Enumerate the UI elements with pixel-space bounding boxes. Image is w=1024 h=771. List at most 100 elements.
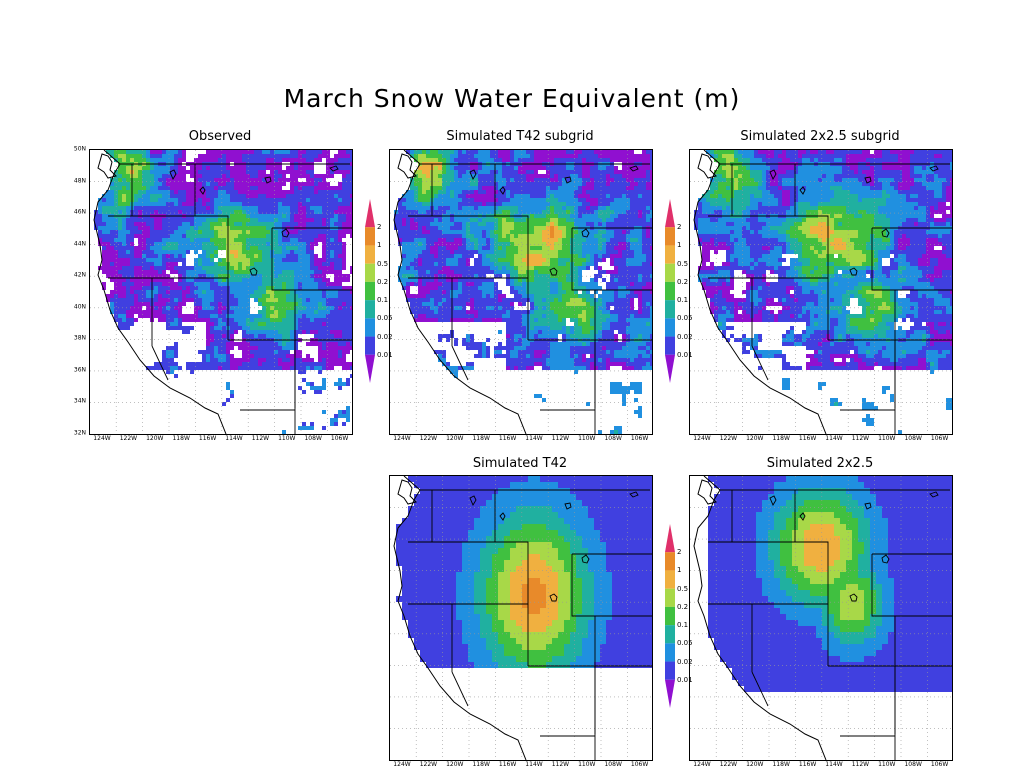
panel-title-2x25-subgrid: Simulated 2x2.5 subgrid [689, 129, 951, 144]
colorbar-label: 0.02 [677, 333, 693, 341]
lat-tick-label: 36N [74, 366, 86, 373]
lon-tick-label: 122W [420, 761, 437, 768]
lon-tick-label: 124W [693, 761, 710, 768]
map-t42-subgrid [389, 149, 653, 435]
colorbar-swatch [365, 300, 375, 318]
lon-tick-label: 106W [631, 435, 648, 442]
colorbar-label: 0.01 [677, 676, 693, 684]
colorbar-swatch [365, 318, 375, 336]
lon-tick-label: 124W [393, 435, 410, 442]
colorbar-label: 1 [377, 241, 381, 249]
panel-title-t42-subgrid: Simulated T42 subgrid [389, 129, 651, 144]
lon-tick-label: 110W [578, 761, 595, 768]
colorbar-label: 0.1 [677, 621, 688, 629]
colorbar-label: 0.05 [677, 314, 693, 322]
colorbar-label: 0.5 [677, 260, 688, 268]
colorbar-swatch [665, 625, 675, 643]
lon-tick-label: 112W [252, 435, 269, 442]
lon-tick-label: 118W [772, 761, 789, 768]
lon-tick-label: 124W [693, 435, 710, 442]
colorbar-swatch [665, 227, 675, 245]
colorbar-label: 0.05 [377, 314, 393, 322]
colorbar-swatches [664, 199, 676, 383]
colorbar-label: 0.5 [377, 260, 388, 268]
panel-title-observed: Observed [89, 129, 351, 144]
colorbar-swatch [665, 355, 675, 383]
lat-tick-label: 40N [74, 303, 86, 310]
colorbar-label: 0.2 [677, 603, 688, 611]
lon-tick-label: 124W [393, 761, 410, 768]
lon-tick-label: 112W [852, 761, 869, 768]
colorbar-swatch [365, 337, 375, 355]
colorbar-swatch [665, 607, 675, 625]
map-2x25 [689, 475, 953, 761]
map-canvas [690, 150, 952, 434]
lon-tick-label: 116W [199, 435, 216, 442]
map-2x25-subgrid [689, 149, 953, 435]
colorbar-label: 0.1 [677, 296, 688, 304]
lon-tick-label: 118W [472, 761, 489, 768]
colorbar-swatch [365, 264, 375, 282]
colorbar-label: 0.5 [677, 585, 688, 593]
colorbar-label: 2 [677, 223, 681, 231]
lon-tick-label: 108W [904, 761, 921, 768]
colorbar-label: 0.2 [677, 278, 688, 286]
lon-tick-label: 122W [720, 435, 737, 442]
lon-tick-label: 108W [604, 435, 621, 442]
map-observed [89, 149, 353, 435]
colorbar-swatch [365, 245, 375, 263]
lon-tick-label: 114W [825, 435, 842, 442]
colorbar-swatch [665, 318, 675, 336]
lon-tick-label: 114W [225, 435, 242, 442]
lon-tick-label: 114W [825, 761, 842, 768]
colorbar-swatch [665, 524, 675, 552]
lon-tick-label: 110W [878, 435, 895, 442]
lon-tick-label: 116W [499, 435, 516, 442]
colorbar-label: 0.02 [677, 658, 693, 666]
colorbar-label: 2 [377, 223, 381, 231]
colorbar-label: 2 [677, 548, 681, 556]
colorbar-swatch [665, 552, 675, 570]
lon-tick-label: 114W [525, 761, 542, 768]
colorbar-label: 0.05 [677, 639, 693, 647]
panel-title-2x25: Simulated 2x2.5 [689, 456, 951, 471]
lat-tick-label: 42N [74, 272, 86, 279]
colorbar-swatch [665, 282, 675, 300]
lon-tick-label: 108W [304, 435, 321, 442]
lon-tick-label: 120W [746, 435, 763, 442]
colorbar-label: 0.1 [377, 296, 388, 304]
panel-title-t42: Simulated T42 [389, 456, 651, 471]
lat-tick-label: 44N [74, 240, 86, 247]
state-border [452, 672, 468, 706]
lon-tick-label: 120W [446, 435, 463, 442]
lon-tick-label: 114W [525, 435, 542, 442]
map-canvas [390, 476, 652, 760]
lat-tick-label: 50N [74, 146, 86, 153]
lon-tick-label: 116W [799, 435, 816, 442]
lat-tick-label: 48N [74, 177, 86, 184]
lon-tick-label: 112W [852, 435, 869, 442]
colorbar-swatch [665, 337, 675, 355]
lon-tick-label: 106W [331, 435, 348, 442]
colorbar-swatch [365, 199, 375, 227]
lon-tick-label: 116W [499, 761, 516, 768]
colorbar-swatch [365, 227, 375, 245]
lat-tick-label: 46N [74, 209, 86, 216]
colorbar-swatch [665, 199, 675, 227]
lon-tick-label: 106W [931, 435, 948, 442]
colorbar-swatch [665, 264, 675, 282]
map-canvas [390, 150, 652, 434]
lat-tick-label: 38N [74, 335, 86, 342]
colorbar-swatch [365, 282, 375, 300]
lon-tick-label: 124W [93, 435, 110, 442]
colorbar-swatch [665, 570, 675, 588]
lon-tick-label: 116W [799, 761, 816, 768]
colorbar-swatch [665, 589, 675, 607]
lon-tick-label: 110W [878, 761, 895, 768]
lat-tick-label: 34N [74, 398, 86, 405]
